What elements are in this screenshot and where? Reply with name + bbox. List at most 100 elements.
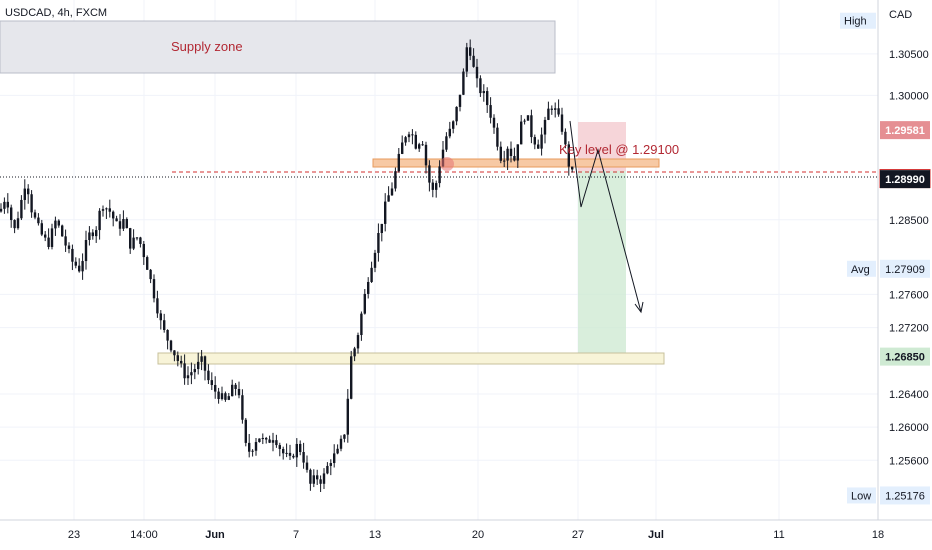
candle-body <box>370 267 373 282</box>
candle-body <box>30 194 33 213</box>
candle-body <box>40 223 43 235</box>
candle-body <box>506 148 509 161</box>
candle-body <box>489 105 492 118</box>
candle-body <box>499 146 502 161</box>
candle-body <box>101 209 105 211</box>
candle-body <box>390 188 394 196</box>
projection-path <box>569 120 642 313</box>
candle-body <box>554 108 557 110</box>
price-tag-label: Low <box>851 490 871 502</box>
price-tag-box <box>880 347 930 366</box>
candle-body <box>251 450 254 452</box>
candle-body <box>424 144 428 166</box>
candle-body <box>526 115 530 121</box>
candle-body <box>414 134 417 149</box>
price-tag-value: 1.25176 <box>885 490 925 502</box>
candle-body <box>78 265 81 272</box>
candle-body <box>343 434 346 439</box>
candle-body <box>115 218 118 222</box>
candle-body <box>81 261 84 272</box>
candle-body <box>220 393 224 400</box>
price-tags: High1.295811.289971.28990Avg1.279091.268… <box>840 12 931 505</box>
candle-body <box>458 94 462 107</box>
x-tick-label: Jun <box>205 529 225 541</box>
candle-body <box>322 473 326 484</box>
x-tick-label: 27 <box>572 529 584 541</box>
candle-body <box>557 108 560 115</box>
candle-body <box>91 232 94 237</box>
candle-body <box>380 223 383 234</box>
price-tag-value: 1.27909 <box>885 264 925 276</box>
x-tick-label: Jul <box>648 529 664 541</box>
candle-body <box>0 208 3 212</box>
candles-series <box>0 39 574 493</box>
supply-zone-label: Supply zone <box>171 39 243 54</box>
price-axis-ticks: 1.30500 1.30000 1.28500 1.27600 1.27200 1.264… <box>889 49 929 467</box>
candle-body <box>231 384 234 397</box>
projection-arrowhead <box>634 301 644 314</box>
candle-body <box>227 396 230 400</box>
candle-body <box>125 219 128 229</box>
candle-body <box>122 219 125 229</box>
candle-body <box>503 160 506 162</box>
candle-body <box>387 195 390 202</box>
candle-body <box>88 232 91 240</box>
price-tag-box <box>880 170 930 189</box>
candle-body <box>302 452 305 463</box>
candle-body <box>271 440 275 443</box>
price-tag-value: 1.28990 <box>885 174 925 186</box>
candle-body <box>292 455 295 458</box>
candle-body <box>248 442 251 452</box>
candle-body <box>309 469 312 484</box>
candle-body <box>20 199 23 219</box>
candle-body <box>285 452 288 454</box>
candle-body <box>183 363 186 379</box>
candle-body <box>360 313 363 336</box>
candle-body <box>482 91 485 94</box>
x-tick-label: 20 <box>472 529 484 541</box>
candle-body <box>441 149 445 167</box>
y-tick-label: 1.27200 <box>889 323 929 335</box>
candle-body <box>169 340 173 351</box>
supply-zone <box>0 20 556 74</box>
candle-body <box>23 188 26 200</box>
price-tag-label: Avg <box>851 264 870 276</box>
candle-body <box>6 201 9 208</box>
candle-body <box>326 465 329 474</box>
candle-body <box>159 313 162 321</box>
price-tag-side-label <box>847 260 876 277</box>
candle-body <box>163 320 166 330</box>
price-tag-side-label <box>847 487 876 504</box>
candle-body <box>67 245 71 249</box>
candle-body <box>37 217 40 224</box>
candle-body <box>142 243 145 258</box>
candle-body <box>112 211 115 219</box>
candle-body <box>516 144 519 161</box>
candle-body <box>564 131 567 145</box>
candle-body <box>180 360 183 364</box>
candle-body <box>241 395 244 420</box>
candle-body <box>278 445 281 449</box>
candle-body <box>98 210 101 231</box>
candle-body <box>475 66 479 79</box>
candle-body <box>176 355 179 361</box>
candle-body <box>13 220 16 229</box>
candle-body <box>71 248 74 262</box>
candle-body <box>27 188 30 195</box>
candle-body <box>200 356 203 362</box>
candle-body <box>254 442 258 451</box>
candle-body <box>384 201 387 224</box>
candle-body <box>560 114 564 132</box>
candle-body <box>513 156 516 161</box>
candle-body <box>57 220 60 226</box>
x-tick-label: 7 <box>293 529 299 541</box>
price-tag-box <box>880 259 930 278</box>
candle-body <box>373 252 377 268</box>
candle-body <box>407 134 411 138</box>
candle-body <box>224 393 227 400</box>
symbol-label: USDCAD, 4h, FXCM <box>5 7 107 19</box>
candle-body <box>455 106 458 122</box>
candle-body <box>312 475 315 484</box>
candle-body <box>190 372 193 376</box>
